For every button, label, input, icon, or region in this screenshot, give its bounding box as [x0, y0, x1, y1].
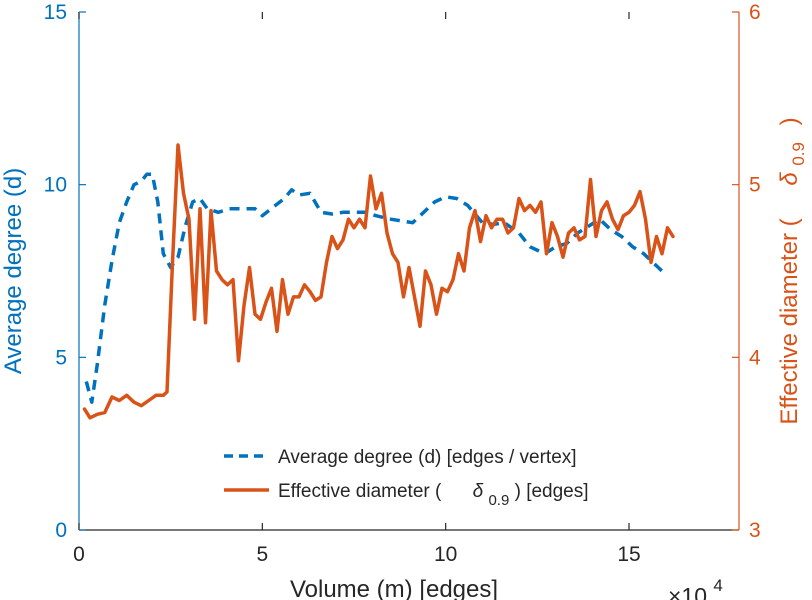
y-left-tick-label-5: 5 — [55, 346, 67, 369]
series-line-average-degree — [84, 172, 667, 404]
x-exponent-label: ×10 4 — [668, 576, 723, 600]
y-right-axis-label: Effective diameter ( δ 0.9 ) — [776, 117, 810, 424]
y-right-tick-label-6: 6 — [749, 1, 761, 24]
y-right-label-main: Effective diameter ( — [776, 218, 803, 424]
x-tick-label-0: 0 — [73, 543, 85, 566]
y-right-label-subscript: 0.9 — [789, 142, 808, 166]
y-left-tick-label-15: 15 — [44, 1, 67, 24]
y-right-tick-label-5: 5 — [749, 174, 761, 197]
x-tick-label-15: 15 — [617, 543, 640, 566]
series-layer — [82, 143, 675, 420]
y-left-tick-label-10: 10 — [44, 174, 67, 197]
y-left-axis-label: Average degree (d) — [0, 168, 27, 374]
legend-label-average-degree: Average degree (d) [edges / vertex] — [278, 447, 577, 468]
legend-label-symbol: δ — [473, 481, 484, 502]
y-right-tick-label-3: 3 — [749, 519, 761, 542]
series-line-effective-diameter — [82, 143, 675, 420]
legend-label-subscript: 0.9 — [488, 492, 509, 509]
y-right-label-symbol: δ — [776, 172, 803, 186]
ticks-layer: 0 5 10 15 0 5 10 15 3 4 5 6 — [44, 1, 761, 566]
x-exponent-power: 4 — [713, 576, 722, 595]
y-right-label-close: ) — [776, 117, 803, 125]
x-tick-label-5: 5 — [256, 543, 268, 566]
y-left-tick-label-0: 0 — [55, 519, 67, 542]
legend-label-effective-diameter: Effective diameter ( δ 0.9 ) [edges] — [278, 481, 589, 510]
legend-label-close: ) [edges] — [515, 481, 589, 502]
legend-label-main: Effective diameter ( — [278, 481, 442, 502]
x-axis-label: Volume (m) [edges] — [290, 576, 498, 600]
legend: Average degree (d) [edges / vertex] Effe… — [224, 447, 589, 510]
x-tick-label-10: 10 — [434, 543, 457, 566]
x-exponent-base: ×10 — [668, 583, 707, 600]
y-right-tick-label-4: 4 — [749, 346, 761, 369]
